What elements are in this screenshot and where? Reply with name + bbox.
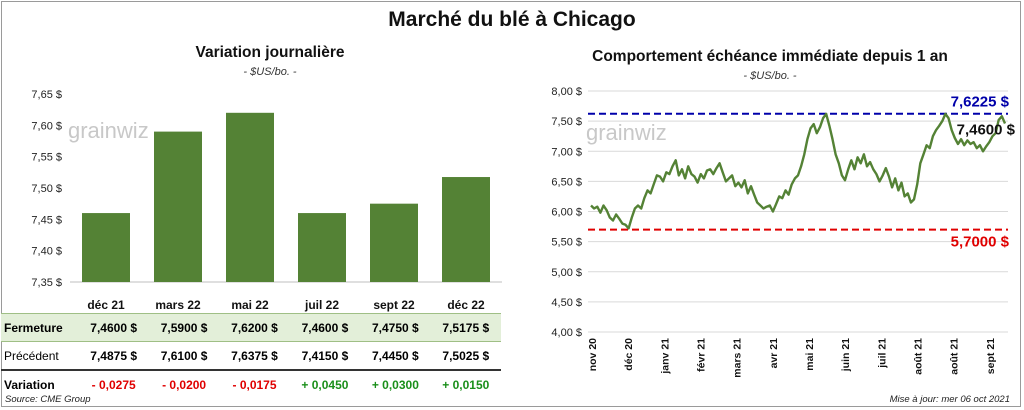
x-tick-label: sept 21 <box>985 338 997 374</box>
min-value-label: 5,7000 $ <box>951 234 1010 251</box>
table-cell: 7,6375 $ <box>231 348 278 363</box>
y-tick-label: 7,00 $ <box>551 146 582 158</box>
row-label: Précédent <box>4 348 59 363</box>
max-value-label: 7,6225 $ <box>951 94 1010 111</box>
y-tick-label: 8,00 $ <box>551 86 582 98</box>
y-tick-label: 6,00 $ <box>551 207 582 219</box>
table-cell: 7,5900 $ <box>160 320 208 335</box>
table-row-variation: Variation - 0,0275 - 0,0200 - 0,0175 + 0… <box>1 370 501 398</box>
x-tick-label: déc 20 <box>623 338 635 371</box>
y-tick-label: 7,35 $ <box>31 277 62 289</box>
table-cell: - 0,0275 <box>91 377 136 392</box>
x-tick-label: janv 21 <box>659 338 671 375</box>
x-tick-label: mai 22 <box>231 298 269 312</box>
x-tick-label: févr 21 <box>696 338 708 372</box>
row-label: Fermeture <box>4 320 63 335</box>
x-tick-label: août 21 <box>949 338 961 375</box>
table-cell: 7,4875 $ <box>90 348 138 363</box>
bar <box>226 112 274 282</box>
row-label: Variation <box>4 377 55 392</box>
table-row-fermeture: Fermeture 7,4600 $ 7,5900 $ 7,6200 $ 7,4… <box>1 313 501 342</box>
bar-chart-subtitle: - $US/bo. - <box>243 66 297 78</box>
y-tick-label: 7,65 $ <box>31 89 62 101</box>
watermark: grainwiz <box>586 120 667 145</box>
x-tick-label: juin 21 <box>840 338 852 372</box>
bar-chart-title: Variation journalière <box>195 44 345 61</box>
y-tick-label: 7,55 $ <box>31 152 62 164</box>
x-tick-label: déc 21 <box>87 298 125 312</box>
y-tick-label: 7,45 $ <box>31 214 62 226</box>
x-tick-label: juil 22 <box>304 298 339 312</box>
line-chart-subtitle: - $US/bo. - <box>743 70 797 82</box>
x-tick-label: sept 22 <box>373 298 415 312</box>
y-tick-label: 7,40 $ <box>31 246 62 258</box>
y-tick-label: 7,50 $ <box>551 116 582 128</box>
bar <box>298 213 346 282</box>
table-cell: 7,4150 $ <box>301 348 349 363</box>
bar <box>82 213 130 282</box>
table-cell: 7,5025 $ <box>442 348 490 363</box>
table-cell: 7,4750 $ <box>371 320 419 335</box>
table-cell: + 0,0300 <box>371 377 419 392</box>
table-cell: - 0,0175 <box>232 377 277 392</box>
line-chart: grainwiz 4,00 $ 4,50 $ 5,00 $ 5,50 $ 6,00 $ 6,… <box>551 86 1016 378</box>
table-cell: - 0,0200 <box>162 377 207 392</box>
table-row-precedent: Précédent 7,4875 $ 7,6100 $ 7,6375 $ 7,4… <box>1 342 501 370</box>
x-tick-label: nov 20 <box>587 338 599 371</box>
watermark: grainwiz <box>68 118 149 143</box>
y-tick-label: 7,60 $ <box>31 120 62 132</box>
y-tick-label: 4,50 $ <box>551 297 582 309</box>
x-tick-label: mai 21 <box>804 338 816 371</box>
source-note: Source: CME Group <box>5 394 91 405</box>
bar <box>370 203 418 282</box>
bar <box>442 177 490 282</box>
table-cell: 7,4450 $ <box>371 348 419 363</box>
x-tick-label: avr 21 <box>768 338 780 369</box>
x-tick-label: mars 21 <box>732 338 744 378</box>
table-cell: 7,6100 $ <box>160 348 208 363</box>
x-tick-label: déc 22 <box>447 298 485 312</box>
y-tick-label: 7,50 $ <box>31 183 62 195</box>
line-chart-title: Comportement échéance immédiate depuis 1… <box>592 48 948 65</box>
last-value-label: 7,4600 $ <box>957 122 1016 139</box>
x-tick-label: juil 21 <box>876 338 888 369</box>
x-tick-label: août 21 <box>913 338 925 375</box>
x-tick-label: mars 22 <box>155 298 201 312</box>
y-tick-label: 5,50 $ <box>551 237 582 249</box>
table-cell: 7,5175 $ <box>442 320 490 335</box>
table-cell: 7,4600 $ <box>90 320 138 335</box>
table-cell: 7,4600 $ <box>301 320 349 335</box>
y-tick-label: 5,00 $ <box>551 267 582 279</box>
update-date: Mise à jour: mer 06 oct 2021 <box>889 394 1010 405</box>
y-tick-label: 4,00 $ <box>551 327 582 339</box>
bar-chart: grainwiz 7,35 $ 7,40 $ 7,45 $ 7,50 $ 7,55 $ 7,… <box>31 89 502 312</box>
price-line <box>590 112 1007 230</box>
y-tick-label: 6,50 $ <box>551 176 582 188</box>
contract-table: Fermeture 7,4600 $ 7,5900 $ 7,6200 $ 7,4… <box>1 313 501 398</box>
bar <box>154 131 202 282</box>
table-cell: + 0,0150 <box>442 377 490 392</box>
table-cell: + 0,0450 <box>301 377 349 392</box>
table-cell: 7,6200 $ <box>231 320 278 335</box>
page-title: Marché du blé à Chicago <box>388 8 636 31</box>
